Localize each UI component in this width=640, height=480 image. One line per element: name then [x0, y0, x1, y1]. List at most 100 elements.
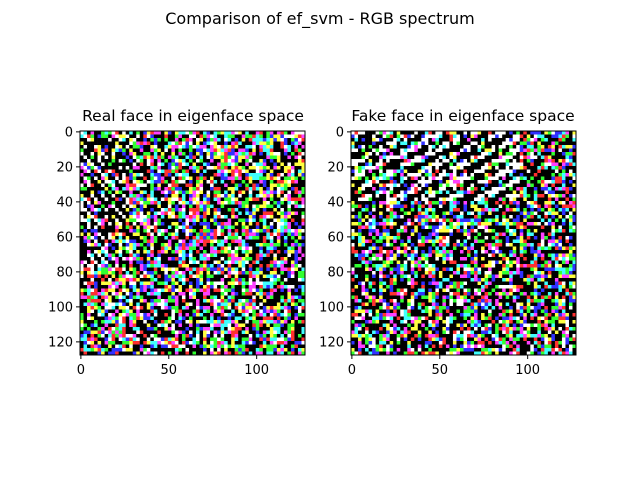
heatmap-cell [301, 292, 306, 296]
heatmap-cell [196, 176, 200, 181]
heatmap-cell [488, 141, 492, 146]
heatmap-cell [104, 190, 109, 195]
heatmap-cell [361, 176, 366, 181]
heatmap-cell [210, 306, 214, 310]
heatmap-cell [262, 337, 267, 342]
heatmap-cell [129, 337, 134, 342]
heatmap-cell [185, 334, 190, 338]
heatmap-cell [266, 218, 271, 223]
heatmap-cell [491, 162, 496, 167]
heatmap-cell [101, 211, 105, 216]
heatmap-cell [262, 320, 267, 324]
heatmap-cell [108, 141, 112, 146]
heatmap-cell [83, 148, 88, 153]
heatmap-cell [178, 278, 183, 282]
heatmap-cell [90, 180, 95, 184]
heatmap-cell [456, 155, 461, 160]
heatmap-cell [181, 243, 186, 247]
heatmap-cell [80, 225, 84, 230]
heatmap-cell [252, 341, 257, 345]
heatmap-cell [431, 155, 436, 160]
heatmap-cell [104, 145, 109, 149]
heatmap-cell [83, 323, 88, 328]
heatmap-cell [280, 187, 285, 191]
heatmap-cell [164, 299, 169, 303]
heatmap-cell [157, 281, 162, 286]
heatmap-cell [491, 176, 496, 181]
heatmap-cell [129, 236, 134, 240]
heatmap-cell [83, 313, 88, 317]
heatmap-cell [442, 148, 447, 153]
heatmap-cell [164, 274, 169, 279]
heatmap-cell [283, 285, 288, 289]
heatmap-cell [220, 323, 225, 328]
heatmap-cell [269, 197, 274, 202]
heatmap-cell [97, 131, 102, 135]
heatmap-cell [358, 166, 362, 170]
heatmap-cell [171, 138, 176, 142]
heatmap-cell [136, 176, 141, 181]
heatmap-cell [188, 145, 193, 149]
heatmap-cell [146, 295, 151, 300]
heatmap-cell [143, 327, 148, 331]
heatmap-cell [104, 295, 109, 300]
heatmap-cell [164, 323, 169, 328]
heatmap-cell [115, 351, 119, 356]
heatmap-cell [178, 239, 183, 244]
heatmap-cell [181, 348, 186, 352]
heatmap-cell [206, 267, 211, 272]
heatmap-cell [297, 243, 302, 247]
heatmap-cell [294, 288, 299, 293]
heatmap-cell [94, 187, 98, 191]
heatmap-cell [231, 264, 235, 268]
heatmap-cell [206, 187, 211, 191]
heatmap-cell [139, 285, 144, 289]
heatmap-cell [139, 176, 144, 181]
heatmap-cell [294, 222, 299, 226]
heatmap-cell [97, 211, 102, 216]
heatmap-cell [97, 253, 102, 258]
heatmap-cell [213, 204, 218, 209]
heatmap-cell [262, 295, 267, 300]
heatmap-cell [220, 264, 225, 268]
heatmap-cell [217, 323, 221, 328]
heatmap-cell [206, 302, 211, 307]
heatmap-cell [206, 215, 211, 219]
heatmap-cell [495, 176, 499, 181]
heatmap-cell [358, 152, 362, 156]
heatmap-cell [297, 250, 302, 254]
heatmap-cell [203, 180, 207, 184]
heatmap-cell [280, 334, 285, 338]
heatmap-cell [203, 215, 207, 219]
heatmap-cell [178, 176, 183, 181]
heatmap-cell [97, 239, 102, 244]
heatmap-cell [561, 166, 566, 170]
heatmap-cell [139, 337, 144, 342]
heatmap-cell [294, 253, 299, 258]
heatmap-cell [245, 243, 250, 247]
heatmap-cell [245, 285, 250, 289]
heatmap-cell [273, 348, 278, 352]
heatmap-cell [220, 180, 225, 184]
heatmap-cell [196, 278, 200, 282]
heatmap-cell [192, 225, 197, 230]
heatmap-cell [150, 222, 155, 226]
heatmap-cell [203, 281, 207, 286]
heatmap-cell [199, 204, 204, 209]
heatmap-cell [210, 320, 214, 324]
heatmap-cell [181, 190, 186, 195]
heatmap-cell [456, 176, 461, 181]
heatmap-cell [297, 351, 302, 356]
heatmap-cell [196, 334, 200, 338]
heatmap-cell [488, 134, 492, 139]
heatmap-cell [276, 292, 281, 296]
heatmap-cell [248, 194, 253, 198]
heatmap-cell [167, 225, 172, 230]
heatmap-cell [174, 320, 179, 324]
heatmap-cell [160, 320, 165, 324]
heatmap-cell [164, 316, 169, 321]
heatmap-cell [255, 246, 260, 251]
heatmap-cell [94, 274, 98, 279]
heatmap-cell [181, 232, 186, 237]
heatmap-cell [206, 162, 211, 167]
